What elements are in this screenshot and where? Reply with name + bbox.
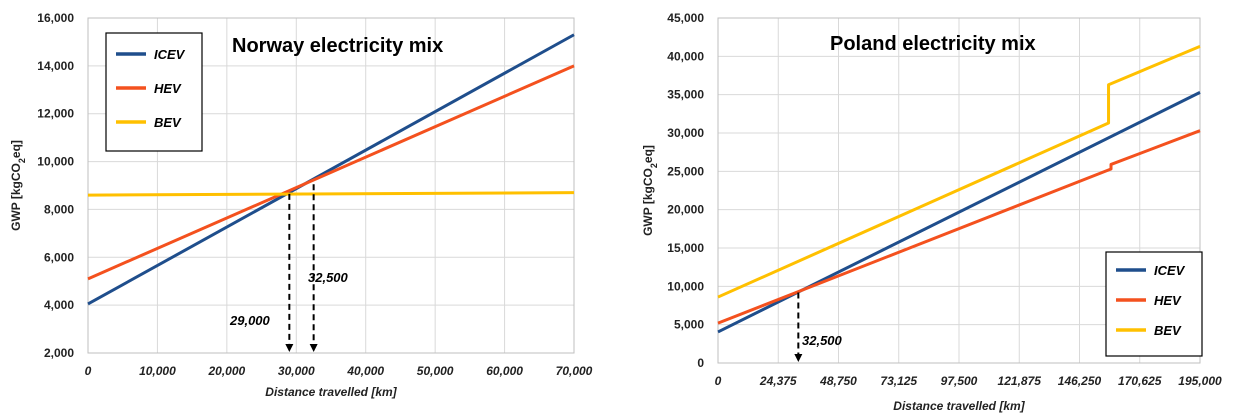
y-tick-label: 14,000 bbox=[37, 59, 74, 73]
x-tick-label: 195,000 bbox=[1178, 374, 1222, 388]
annotation-arrow bbox=[285, 344, 294, 352]
x-tick-label: 20,000 bbox=[208, 364, 246, 378]
y-tick-label: 6,000 bbox=[44, 250, 74, 264]
x-axis-label: Distance travelled [km] bbox=[265, 385, 397, 399]
series-line-bev bbox=[87, 191, 575, 197]
y-tick-label: 30,000 bbox=[667, 126, 704, 140]
x-tick-label: 0 bbox=[85, 364, 92, 378]
plot-frame bbox=[87, 17, 575, 354]
y-tick-label: 12,000 bbox=[37, 107, 74, 121]
x-tick-label: 70,000 bbox=[556, 364, 593, 378]
chart-title: Poland electricity mix bbox=[830, 33, 1036, 55]
y-tick-label: 10,000 bbox=[667, 279, 704, 293]
annotation-arrow bbox=[794, 354, 803, 362]
y-tick-label: 4,000 bbox=[44, 298, 74, 312]
x-tick-label: 24,375 bbox=[759, 374, 797, 388]
x-tick-label: 73,125 bbox=[880, 374, 917, 388]
x-tick-label: 0 bbox=[715, 374, 722, 388]
chart-2: 0 5,000 10,000 15,000 20,000 25,000 30,000 35,0… bbox=[641, 11, 1222, 413]
y-axis-label: GWP [kgCO2eq] bbox=[9, 140, 27, 231]
chart-1: 2,000 4,000 6,000 8,000 10,000 12,000 14,000 16… bbox=[9, 11, 593, 399]
annotation-arrow bbox=[309, 344, 318, 352]
y-tick-label: 8,000 bbox=[44, 202, 74, 216]
y-tick-label: 0 bbox=[697, 356, 704, 370]
legend-label-bev: BEV bbox=[154, 115, 182, 130]
series-line-bev bbox=[717, 44, 1201, 299]
annotation-label: 32,500 bbox=[802, 333, 843, 348]
legend-label-hev: HEV bbox=[1154, 293, 1182, 308]
series-line-hev bbox=[717, 129, 1201, 325]
series-line-hev bbox=[87, 64, 575, 281]
y-tick-label: 40,000 bbox=[667, 49, 704, 63]
x-tick-label: 60,000 bbox=[486, 364, 523, 378]
y-tick-label: 45,000 bbox=[667, 11, 704, 25]
y-tick-label: 15,000 bbox=[667, 241, 704, 255]
legend-label-icev: ICEV bbox=[154, 47, 186, 62]
legend-label-hev: HEV bbox=[154, 81, 182, 96]
x-tick-label: 121,875 bbox=[998, 374, 1042, 388]
y-tick-label: 35,000 bbox=[667, 88, 704, 102]
x-axis-label: Distance travelled [km] bbox=[893, 399, 1025, 413]
y-tick-label: 16,000 bbox=[37, 11, 74, 25]
annotation-label: 32,500 bbox=[308, 270, 349, 285]
x-tick-label: 10,000 bbox=[139, 364, 176, 378]
y-tick-label: 20,000 bbox=[667, 203, 704, 217]
x-tick-label: 48,750 bbox=[819, 374, 857, 388]
y-tick-label: 2,000 bbox=[44, 346, 74, 360]
x-tick-label: 146,250 bbox=[1058, 374, 1102, 388]
legend-label-bev: BEV bbox=[1154, 323, 1182, 338]
legend-label-icev: ICEV bbox=[1154, 263, 1186, 278]
x-tick-label: 40,000 bbox=[346, 364, 384, 378]
x-tick-label: 97,500 bbox=[941, 374, 978, 388]
y-tick-label: 10,000 bbox=[37, 155, 74, 169]
series-line-icev bbox=[87, 33, 575, 306]
y-axis-label: GWP [kgCO2eq] bbox=[641, 145, 659, 236]
chart-title: Norway electricity mix bbox=[232, 35, 443, 57]
y-tick-label: 25,000 bbox=[667, 164, 704, 178]
plot-frame bbox=[717, 17, 1201, 364]
x-tick-label: 170,625 bbox=[1118, 374, 1162, 388]
x-tick-label: 50,000 bbox=[417, 364, 454, 378]
x-tick-label: 30,000 bbox=[278, 364, 315, 378]
y-tick-label: 5,000 bbox=[674, 318, 704, 332]
annotation-label: 29,000 bbox=[229, 313, 271, 328]
